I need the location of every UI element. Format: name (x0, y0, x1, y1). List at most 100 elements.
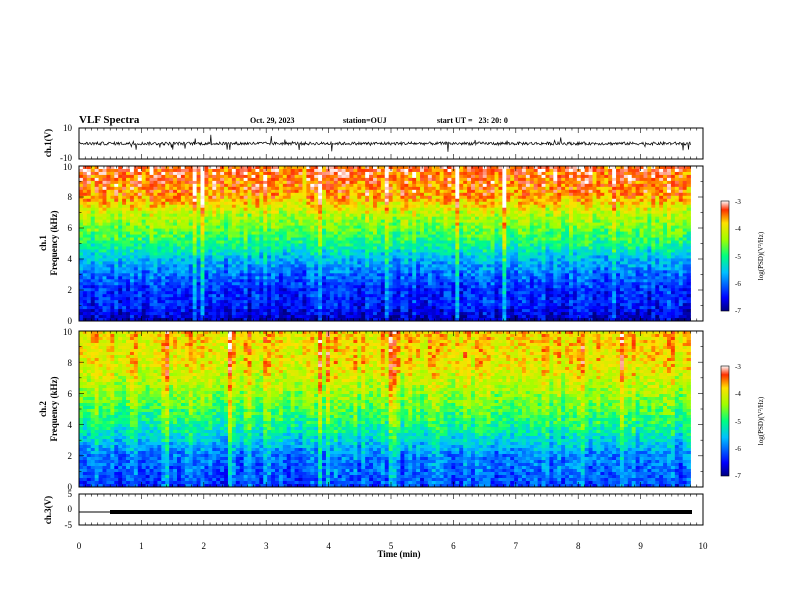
ch1-spectrogram-cell (627, 213, 633, 218)
ch1-spectrogram-cell (592, 231, 597, 235)
ch1-spectrogram-cell (133, 177, 139, 182)
ch1-spectrogram-cell (451, 198, 456, 203)
ch1-spectrogram-cell (337, 171, 343, 176)
ch1-spectrogram-cell (294, 219, 299, 224)
ch1-spectrogram-cell (541, 228, 546, 232)
ch1-spectrogram-cell (294, 249, 299, 253)
ch1-spectrogram-cell (180, 166, 186, 170)
ch1-spectrogram-cell (169, 255, 174, 259)
ch1-spectrogram-cell (196, 186, 201, 191)
ch1-spectrogram-cell (667, 258, 672, 262)
ch1-spectrogram-cell (478, 183, 484, 188)
figure-title: VLF Spectra (79, 114, 140, 126)
ch1-spectrogram-cell (549, 171, 554, 176)
ch1-spectrogram-cell (459, 222, 464, 227)
ch1-spectrogram-cell (212, 192, 217, 197)
ch1-spectrogram-cell (102, 198, 107, 203)
ch1-spectrogram-cell (231, 201, 237, 206)
ch1-spectrogram-cell (286, 171, 292, 176)
ch1-spectrogram-cell (282, 210, 288, 215)
ch1-spectrogram-cell (349, 231, 354, 235)
ch1-spectrogram-cell (212, 204, 217, 209)
ch1-spectrogram-cell (239, 237, 245, 241)
ch1-spectrogram-cell (361, 189, 366, 194)
ch1-spectrogram-cell (670, 168, 676, 173)
ch1-spectrogram-cell (106, 168, 111, 173)
ch1-spectrogram-cell (153, 240, 158, 244)
ch1-spectrogram-cell (235, 231, 241, 235)
ch1-spectrogram-cell (333, 213, 339, 218)
ch1-spectrogram-cell (153, 213, 158, 218)
ch1-spectrogram-cell (490, 222, 495, 227)
ch1-spectrogram-cell (463, 237, 468, 241)
ch1-spectrogram-cell (216, 174, 221, 179)
ch1-spectrogram-cell (90, 183, 96, 188)
ch1-spectrogram-cell (365, 198, 370, 203)
ch1-spectrogram-cell (471, 219, 476, 224)
ch1-spectrogram-cell (592, 237, 597, 241)
ch1-spectrogram-cell (204, 186, 209, 191)
ch1-spectrogram-cell (90, 207, 96, 212)
ch1-spectrogram-cell (521, 201, 527, 206)
ch1-spectrogram-cell (302, 168, 307, 173)
ch1-spectrogram-cell (463, 189, 468, 194)
ch1-spectrogram-cell (173, 183, 178, 188)
ch1-spectrogram-cell (149, 198, 154, 203)
ch1-spectrogram-cell (514, 174, 519, 179)
ch1-spectrogram-cell (129, 249, 135, 253)
ch1-spectrogram-cell (388, 213, 393, 218)
ch1-spectrogram-cell (247, 201, 252, 206)
ch1-spectrogram-cell (267, 252, 272, 256)
ch1-spectrogram-cell (635, 231, 640, 235)
ch1-spectrogram-cell (455, 258, 460, 262)
ch1-spectrogram-cell (82, 210, 88, 215)
ch1-spectrogram-cell (357, 249, 362, 253)
ch1-spectrogram-cell (478, 240, 484, 244)
ch1-spectrogram-cell (192, 213, 197, 218)
ch1-spectrogram-cell (263, 183, 268, 188)
ch1-spectrogram-cell (98, 237, 103, 241)
ch1-spectrogram-cell (392, 252, 397, 256)
ch1-spectrogram-cell (521, 219, 527, 224)
ch1-spectrogram-cell (443, 231, 448, 235)
ch1-spectrogram-cell (427, 228, 433, 232)
ch1-spectrogram-cell (608, 204, 613, 209)
ch1-spectrogram-cell (133, 225, 139, 229)
ch1-spectrogram-cell (604, 168, 609, 173)
ch1-spectrogram-cell (482, 219, 488, 224)
ch1-spectrogram-cell (373, 180, 378, 185)
ch1-spectrogram-cell (290, 258, 295, 262)
ch1-spectrogram-cell (251, 180, 256, 185)
ch1-spectrogram-cell (404, 207, 409, 212)
ch1-spectrogram-cell (373, 219, 378, 224)
ch1-spectrogram-cell (427, 210, 433, 215)
ch1-spectrogram-cell (255, 207, 260, 212)
ch1-spectrogram-cell (392, 246, 397, 250)
ch1-spectrogram-cell (247, 240, 252, 244)
ch1-spectrogram-cell (674, 234, 680, 238)
ch1-spectrogram-cell (651, 177, 656, 182)
ch1-spectrogram-cell (529, 171, 535, 176)
ch1-spectrogram-cell (106, 249, 111, 253)
ch1-spectrogram-cell (318, 243, 323, 247)
ch1-spectrogram-cell (443, 216, 448, 221)
ch1-spectrogram-cell (79, 204, 84, 209)
ch1-spectrogram-cell (102, 192, 107, 197)
ch1-spectrogram-cell (443, 240, 448, 244)
ch1-spectrogram-cell (639, 174, 644, 179)
ch1-spectrogram-cell (90, 249, 96, 253)
ch1-spectrogram-cell (126, 210, 131, 215)
ch1-spectrogram-cell (322, 186, 327, 191)
ch1-spectrogram-cell (255, 198, 260, 203)
ch1-spectrogram-cell (427, 166, 433, 170)
ch1-spectrogram-cell (616, 222, 621, 227)
ch1-spectrogram-cell (588, 240, 593, 244)
ch1-spectrogram-cell (431, 171, 437, 176)
ch1-spectrogram-cell (537, 246, 542, 250)
ch1-spectrogram-cell (267, 243, 272, 247)
ch1-spectrogram-cell (451, 213, 456, 218)
ch1-spectrogram-cell (482, 174, 488, 179)
ch1-spectrogram-cell (310, 252, 315, 256)
ch1-spectrogram-cell (98, 177, 103, 182)
ch1-spectrogram-cell (639, 177, 644, 182)
